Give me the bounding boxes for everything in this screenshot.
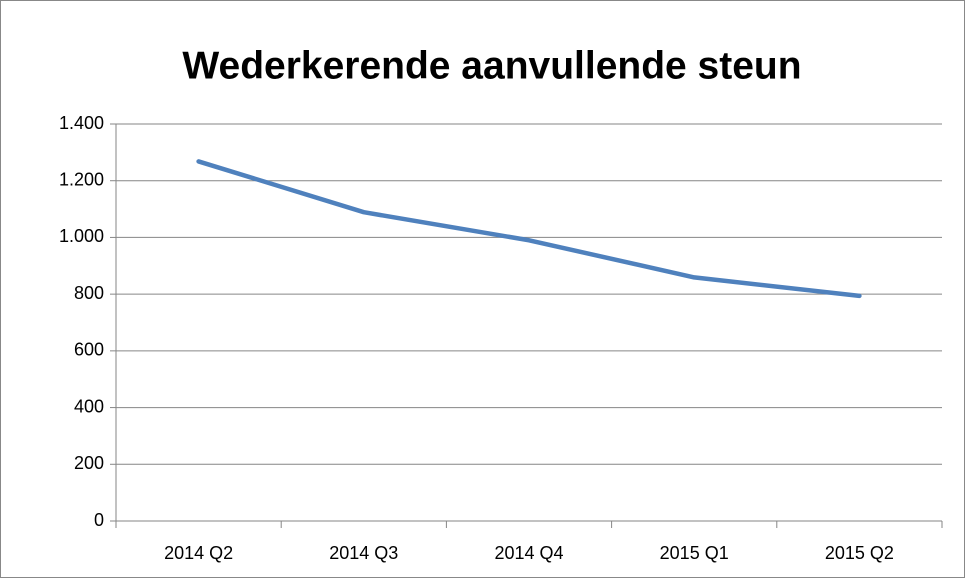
x-tick-label: 2015 Q1 [660,543,729,563]
chart-title: Wederkerende aanvullende steun [182,44,801,87]
x-tick-label: 2015 Q2 [825,543,894,563]
y-tick-label: 200 [74,453,104,473]
y-tick-label: 600 [74,340,104,360]
y-tick-label: 1.200 [59,169,104,189]
line-series [196,159,862,299]
y-tick-label: 800 [74,283,104,303]
y-tick-label: 0 [94,510,104,530]
y-tick-label: 1.000 [59,226,104,246]
x-tick-label: 2014 Q3 [329,543,398,563]
y-tick-label: 400 [74,396,104,416]
x-tick-label: 2014 Q4 [494,543,563,563]
x-tick-label: 2014 Q2 [164,543,233,563]
y-tick-label: 1.400 [59,113,104,133]
